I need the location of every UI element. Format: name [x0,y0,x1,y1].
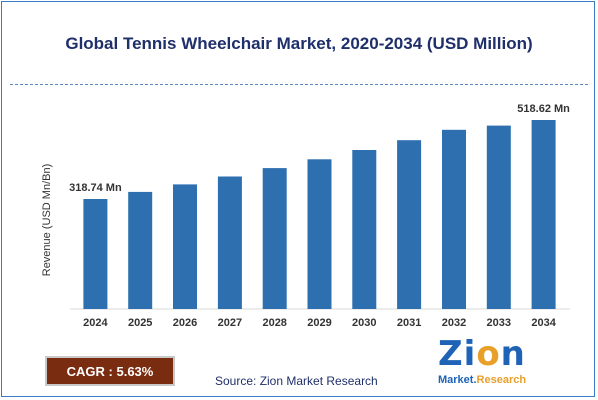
bar-2028 [262,168,287,309]
logo-subtext: Market.Research [438,374,527,386]
bar-2027 [217,176,242,309]
bar-2033 [486,125,511,309]
cagr-badge: CAGR : 5.63% [45,356,175,386]
bar-2032 [442,129,466,309]
source-note: Source: Zion Market Research [215,374,378,388]
bar-2030 [352,150,377,309]
x-tick-label: 2030 [352,317,376,329]
x-tick-label: 2029 [307,317,331,329]
x-tick-label: 2034 [531,317,556,329]
chart-title: Global Tennis Wheelchair Market, 2020-20… [65,34,533,53]
x-tick-label: 2028 [262,317,286,329]
bar-2024 [83,199,108,309]
bar-2034 [531,120,556,309]
x-tick-label: 2033 [487,317,511,329]
title-divider [10,84,588,85]
data-label: 518.62 Mn [517,103,570,115]
x-tick-label: 2026 [173,317,197,329]
data-label: 318.74 Mn [69,182,122,194]
zion-logo: Zion Market.Research [438,334,548,388]
x-tick-label: 2031 [397,317,421,329]
cagr-value: 5.63% [116,363,154,379]
bar-2026 [173,184,197,309]
x-tick-label: 2025 [128,317,152,329]
bar-2025 [128,191,153,309]
bar-2029 [307,159,332,309]
logo-wordmark: Zion [438,334,526,374]
bar-2031 [397,140,422,309]
cagr-label: CAGR : [66,363,113,379]
x-tick-label: 2027 [218,317,242,329]
x-tick-label: 2024 [83,317,108,329]
x-tick-label: 2032 [442,317,466,329]
